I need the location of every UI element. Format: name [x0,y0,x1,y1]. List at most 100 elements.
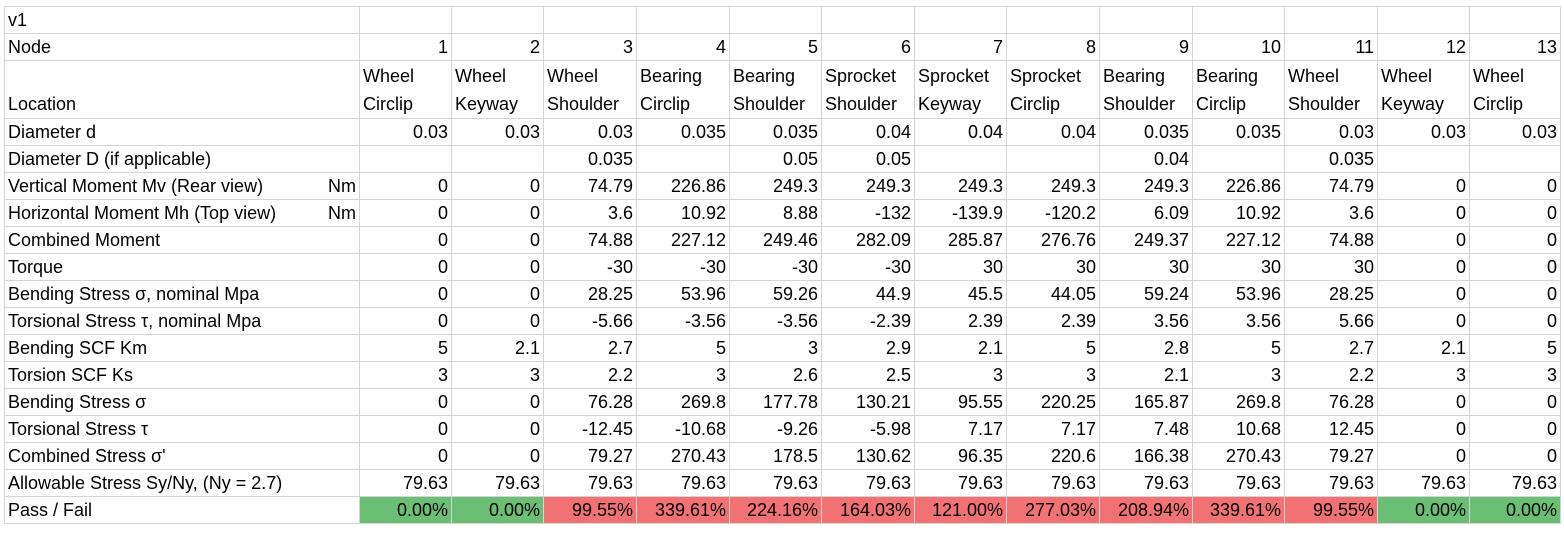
location-cell[interactable]: Wheel Circlip [1469,60,1561,119]
empty-cell[interactable] [1006,6,1100,34]
empty-cell[interactable] [451,6,544,34]
value-cell[interactable]: 249.3 [729,172,822,200]
value-cell[interactable]: 0.04 [914,118,1007,146]
value-cell[interactable]: 0.04 [1006,118,1100,146]
value-cell[interactable]: -5.66 [543,307,637,335]
value-cell[interactable]: 5.66 [1284,307,1378,335]
value-cell[interactable]: 2.2 [1284,361,1378,389]
value-cell[interactable] [636,145,730,173]
value-cell[interactable]: 3 [729,334,822,362]
value-cell[interactable]: 270.43 [636,442,730,470]
value-cell[interactable]: 0 [451,199,544,227]
value-cell[interactable]: 220.6 [1006,442,1100,470]
empty-cell[interactable] [1099,6,1193,34]
value-cell[interactable]: 2.1 [451,334,544,362]
value-cell[interactable]: 0 [451,226,544,254]
value-cell[interactable]: 0 [1469,442,1561,470]
pass-result-cell[interactable]: 0.00% [1469,496,1561,524]
value-cell[interactable]: 0 [451,415,544,443]
row-label-cell[interactable]: Horizontal Moment Mh (Top view) Nm [4,199,360,227]
value-cell[interactable]: 0 [359,415,452,443]
value-cell[interactable]: 2.7 [1284,334,1378,362]
value-cell[interactable]: 249.3 [1099,172,1193,200]
value-cell[interactable]: 282.09 [821,226,915,254]
node-number-cell[interactable]: 8 [1006,33,1100,61]
value-cell[interactable]: 3 [1377,361,1470,389]
location-cell[interactable]: Bearing Circlip [1192,60,1285,119]
value-cell[interactable]: 3 [914,361,1007,389]
value-cell[interactable]: 220.25 [1006,388,1100,416]
location-cell[interactable]: Sprocket Shoulder [821,60,915,119]
value-cell[interactable]: -30 [636,253,730,281]
node-number-cell[interactable]: 5 [729,33,822,61]
value-cell[interactable]: 0.035 [1284,145,1378,173]
node-number-cell[interactable]: 9 [1099,33,1193,61]
value-cell[interactable]: 0.03 [451,118,544,146]
value-cell[interactable]: 10.92 [636,199,730,227]
value-cell[interactable]: 269.8 [636,388,730,416]
location-cell[interactable]: Wheel Shoulder [543,60,637,119]
value-cell[interactable]: 0.035 [729,118,822,146]
value-cell[interactable]: -10.68 [636,415,730,443]
value-cell[interactable]: 74.79 [1284,172,1378,200]
value-cell[interactable]: 3.56 [1099,307,1193,335]
value-cell[interactable]: 0 [1377,307,1470,335]
value-cell[interactable]: -30 [729,253,822,281]
value-cell[interactable]: 0 [1469,226,1561,254]
value-cell[interactable]: 0.04 [821,118,915,146]
empty-cell[interactable] [1284,6,1378,34]
value-cell[interactable]: 28.25 [543,280,637,308]
location-cell[interactable]: Wheel Circlip [359,60,452,119]
value-cell[interactable]: 0 [1469,415,1561,443]
value-cell[interactable]: 0 [359,280,452,308]
value-cell[interactable]: 79.63 [821,469,915,497]
value-cell[interactable]: 249.3 [1006,172,1100,200]
fail-result-cell[interactable]: 99.55% [1284,496,1378,524]
value-cell[interactable]: 79.63 [1377,469,1470,497]
value-cell[interactable]: 0 [451,388,544,416]
value-cell[interactable]: 59.26 [729,280,822,308]
row-label-cell[interactable]: Combined Stress σ' [4,442,360,470]
value-cell[interactable]: 5 [636,334,730,362]
value-cell[interactable]: 0 [359,172,452,200]
value-cell[interactable]: 79.63 [451,469,544,497]
pass-fail-label-cell[interactable]: Pass / Fail [4,496,360,524]
value-cell[interactable]: 2.39 [914,307,1007,335]
row-label-cell[interactable]: Bending Stress σ [4,388,360,416]
value-cell[interactable]: 3 [451,361,544,389]
value-cell[interactable]: 7.17 [1006,415,1100,443]
value-cell[interactable]: 0 [451,172,544,200]
empty-cell[interactable] [359,6,452,34]
value-cell[interactable]: 0 [1469,172,1561,200]
value-cell[interactable]: 0.04 [1099,145,1193,173]
value-cell[interactable]: 0 [1377,226,1470,254]
row-label-cell[interactable]: Torque [4,253,360,281]
value-cell[interactable]: 0.05 [729,145,822,173]
value-cell[interactable]: 3.56 [1192,307,1285,335]
location-cell[interactable]: Bearing Shoulder [1099,60,1193,119]
empty-cell[interactable] [636,6,730,34]
value-cell[interactable]: 2.9 [821,334,915,362]
value-cell[interactable]: 0.03 [1469,118,1561,146]
value-cell[interactable]: 226.86 [636,172,730,200]
location-cell[interactable]: Wheel Shoulder [1284,60,1378,119]
empty-cell[interactable] [1377,6,1470,34]
value-cell[interactable]: 0.035 [1099,118,1193,146]
empty-cell[interactable] [1469,6,1561,34]
value-cell[interactable]: 3 [1192,361,1285,389]
value-cell[interactable] [359,145,452,173]
row-label-cell[interactable]: Bending Stress σ, nominal Mpa [4,280,360,308]
row-label-cell[interactable]: Torsion SCF Ks [4,361,360,389]
value-cell[interactable]: 227.12 [1192,226,1285,254]
value-cell[interactable]: 0 [359,199,452,227]
value-cell[interactable] [1377,145,1470,173]
value-cell[interactable]: 79.63 [1006,469,1100,497]
value-cell[interactable]: -30 [821,253,915,281]
value-cell[interactable]: 10.92 [1192,199,1285,227]
location-cell[interactable]: Bearing Circlip [636,60,730,119]
value-cell[interactable]: 12.45 [1284,415,1378,443]
value-cell[interactable]: 74.79 [543,172,637,200]
value-cell[interactable]: 0.035 [1192,118,1285,146]
empty-cell[interactable] [543,6,637,34]
value-cell[interactable]: 30 [1192,253,1285,281]
